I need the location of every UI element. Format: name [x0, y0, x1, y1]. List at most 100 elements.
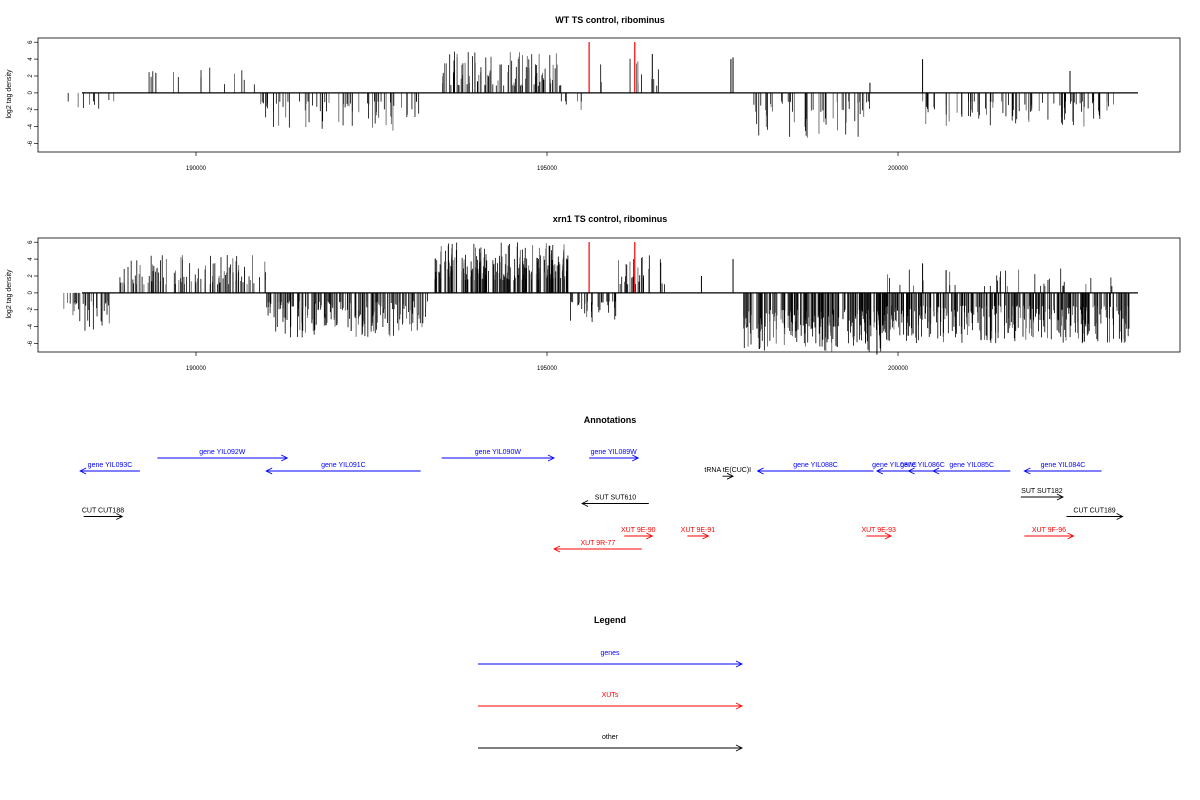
arrowhead-icon — [79, 467, 87, 475]
legend-item-other: other — [478, 734, 744, 752]
annotation-feature: CUT CUT188 — [82, 508, 124, 520]
annotation-feature: XUT 9R-77 — [553, 540, 642, 553]
arrowhead-icon — [735, 702, 744, 710]
feature-label: XUT 9E-91 — [681, 527, 716, 534]
feature-label: XUT 9E-90 — [621, 527, 656, 534]
x-tick-label: 200000 — [888, 166, 909, 172]
annotation-feature: gene YIL084C — [1023, 462, 1102, 475]
y-tick-label: -4 — [28, 123, 34, 129]
xrn1-density-panel: xrn1 TS control, ribominus log2 tag dens… — [6, 214, 1181, 372]
feature-label: gene YIL090W — [475, 449, 522, 456]
annotation-feature: CUT CUT189 — [1066, 508, 1124, 520]
arrowhead-icon — [735, 744, 744, 752]
wt-y-axis-label: log2 tag density — [6, 69, 13, 119]
legend: Legend genes XUTs other — [478, 615, 744, 752]
annotation-feature: gene YIL085C — [932, 462, 1011, 475]
arrowhead-icon — [547, 454, 556, 462]
wt-x-ticks: 190000 195000 200000 — [186, 152, 909, 172]
feature-label: XUT 9F-96 — [1032, 527, 1066, 534]
arrowhead-icon — [581, 500, 589, 507]
annotation-feature: XUT 9E-93 — [861, 527, 896, 540]
annotation-feature: XUT 9F-96 — [1024, 527, 1075, 540]
annotation-feature: SUT SUT182 — [1020, 488, 1064, 501]
arrowhead-icon — [116, 513, 124, 520]
feature-label: gene YIL084C — [1041, 462, 1086, 469]
annotation-feature: gene YIL086C — [900, 462, 945, 475]
legend-item-xuts: XUTs — [478, 692, 744, 710]
y-tick-label: 4 — [28, 257, 34, 261]
feature-label: CUT CUT188 — [82, 508, 124, 515]
legend-label: other — [602, 734, 619, 741]
arrowhead-icon — [907, 467, 915, 475]
xrn1-panel-title: xrn1 TS control, ribominus — [553, 214, 668, 224]
legend-items: genes XUTs other — [478, 650, 744, 752]
annotation-feature: SUT SUT610 — [581, 495, 649, 507]
feature-label: SUT SUT610 — [595, 495, 637, 502]
annotation-feature: gene YIL088C — [756, 462, 874, 475]
feature-label: XUT 9E-93 — [861, 527, 896, 534]
arrowhead-icon — [702, 532, 710, 540]
arrowhead-icon — [632, 454, 640, 462]
x-tick-label: 200000 — [888, 366, 909, 372]
arrowhead-icon — [553, 545, 561, 553]
feature-label: gene YIL088C — [793, 462, 838, 469]
annotations-title: Annotations — [584, 415, 637, 425]
xrn1-x-ticks: 190000 195000 200000 — [186, 352, 909, 372]
feature-label: SUT SUT182 — [1021, 488, 1063, 495]
arrowhead-icon — [1067, 532, 1075, 540]
arrowhead-icon — [756, 467, 764, 475]
annotation-feature: gene YIL091C — [265, 462, 421, 475]
y-tick-label: 2 — [28, 274, 34, 278]
wt-bars — [67, 42, 1138, 138]
xrn1-plot-frame — [37, 237, 1181, 353]
x-tick-label: 190000 — [186, 366, 207, 372]
y-tick-label: 4 — [28, 57, 34, 61]
arrowhead-icon — [884, 532, 892, 540]
wt-panel-title: WT TS control, ribominus — [555, 15, 665, 25]
wt-plot-frame — [37, 37, 1181, 153]
x-tick-label: 195000 — [537, 166, 558, 172]
feature-label: CUT CUT189 — [1073, 508, 1115, 515]
y-tick-label: 2 — [28, 74, 34, 78]
y-tick-label: -2 — [28, 106, 34, 112]
wt-density-panel: WT TS control, ribominus log2 tag densit… — [6, 15, 1181, 172]
annotation-feature: XUT 9E-91 — [681, 527, 716, 540]
arrowhead-icon — [1116, 513, 1124, 520]
feature-label: tRNA tE(CUC)I — [704, 467, 751, 474]
legend-label: genes — [600, 650, 620, 657]
feature-label: gene YIL089W — [591, 449, 638, 456]
arrowhead-icon — [265, 467, 273, 475]
y-tick-label: -6 — [28, 340, 34, 346]
arrowhead-icon — [932, 467, 940, 475]
legend-item-genes: genes — [478, 650, 744, 668]
wt-y-ticks: 6 4 2 0 -2 -4 -6 — [28, 40, 38, 146]
annotation-feature: tRNA tE(CUC)I — [704, 467, 751, 480]
annotation-feature: gene YIL093C — [79, 462, 140, 475]
xrn1-bars — [63, 242, 1138, 355]
feature-label: gene YIL093C — [88, 462, 133, 469]
y-tick-label: -6 — [28, 140, 34, 146]
y-tick-label: 0 — [28, 91, 34, 95]
annotation-feature: gene YIL089W — [589, 449, 640, 462]
annotation-feature: gene YIL087C — [872, 462, 917, 475]
xrn1-y-ticks: 6 4 2 0 -2 -4 -6 — [28, 240, 38, 346]
x-tick-label: 190000 — [186, 166, 207, 172]
feature-label: XUT 9R-77 — [580, 540, 615, 547]
arrowhead-icon — [1056, 493, 1064, 501]
xrn1-y-axis-label: log2 tag density — [6, 269, 13, 319]
feature-label: gene YIL086C — [900, 462, 945, 469]
feature-label: gene YIL092W — [199, 449, 246, 456]
legend-title: Legend — [594, 615, 626, 625]
y-tick-label: 0 — [28, 291, 34, 295]
arrowhead-icon — [646, 532, 654, 540]
feature-label: gene YIL085C — [949, 462, 994, 469]
annotation-feature: XUT 9E-90 — [621, 527, 656, 540]
arrowhead-icon — [1023, 467, 1031, 475]
arrowhead-icon — [726, 472, 735, 480]
x-tick-label: 195000 — [537, 366, 558, 372]
y-tick-label: 6 — [28, 240, 34, 244]
annotation-feature: gene YIL092W — [157, 449, 289, 462]
y-tick-label: -2 — [28, 306, 34, 312]
annotations-track: Annotations gene YIL093C gene YIL092W gene… — [79, 415, 1124, 553]
